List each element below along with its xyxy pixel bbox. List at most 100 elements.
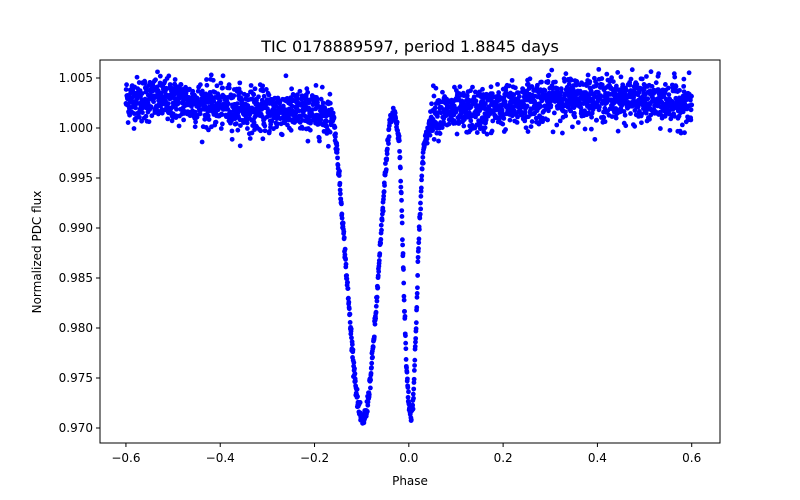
data-point: [334, 143, 340, 148]
data-point: [368, 377, 374, 383]
data-point: [411, 376, 417, 382]
data-point: [379, 227, 384, 233]
data-point: [595, 89, 601, 95]
data-point: [219, 112, 225, 117]
data-point: [689, 102, 695, 108]
data-point: [635, 104, 641, 110]
data-point: [672, 74, 678, 80]
data-point: [262, 123, 268, 129]
data-point: [601, 115, 607, 120]
data-point: [194, 114, 200, 120]
data-point: [368, 370, 374, 376]
data-point: [247, 136, 253, 141]
data-point: [418, 200, 423, 206]
data-point: [688, 97, 693, 103]
data-point: [568, 108, 574, 114]
data-point: [468, 88, 473, 94]
data-point: [649, 83, 655, 89]
y-tick-label: 1.000: [59, 121, 93, 135]
data-point: [506, 83, 512, 89]
data-point: [218, 126, 224, 131]
data-point: [482, 125, 488, 131]
data-point: [516, 94, 522, 99]
data-point: [412, 344, 418, 349]
data-point: [314, 96, 320, 102]
data-point: [204, 82, 210, 88]
data-point: [516, 90, 521, 96]
data-point: [416, 227, 422, 232]
data-point: [318, 96, 324, 102]
x-tick-label: −0.2: [300, 451, 329, 465]
data-point: [599, 82, 605, 88]
y-tick-label: 1.005: [59, 71, 93, 85]
data-point: [280, 103, 286, 109]
data-point: [368, 385, 373, 391]
data-point: [351, 360, 357, 366]
data-point: [546, 108, 551, 114]
data-point: [366, 392, 372, 397]
data-point: [317, 138, 322, 144]
y-tick-label: 0.970: [59, 421, 93, 435]
data-point: [399, 214, 405, 219]
data-point: [197, 82, 203, 88]
data-point: [548, 103, 554, 108]
data-point: [206, 127, 211, 133]
data-point: [480, 86, 485, 92]
data-point: [477, 122, 483, 128]
data-point: [375, 285, 381, 291]
data-point: [411, 386, 417, 392]
data-point: [149, 113, 155, 119]
data-point: [210, 77, 216, 83]
data-point: [403, 357, 409, 362]
data-point: [679, 122, 685, 128]
data-point: [384, 146, 390, 152]
data-point: [336, 173, 342, 178]
data-point: [279, 132, 285, 138]
data-point: [218, 80, 224, 86]
data-point: [594, 81, 600, 87]
data-point: [157, 80, 163, 86]
data-point: [329, 107, 334, 112]
data-point: [596, 66, 602, 72]
data-point: [315, 100, 320, 105]
data-point: [238, 123, 243, 128]
data-point: [398, 190, 404, 196]
data-point: [260, 83, 266, 89]
data-point: [436, 138, 441, 144]
data-point: [244, 120, 250, 126]
data-point: [524, 103, 530, 109]
data-point: [615, 70, 621, 75]
data-point: [339, 211, 345, 217]
data-point: [349, 335, 354, 341]
data-point: [146, 119, 152, 125]
data-point: [288, 127, 294, 133]
data-point: [645, 96, 651, 102]
data-point: [386, 134, 392, 140]
data-point: [401, 280, 407, 286]
data-point: [249, 130, 255, 136]
data-point: [261, 93, 267, 99]
data-point: [248, 83, 254, 88]
data-point: [414, 294, 420, 300]
data-point: [644, 74, 649, 79]
data-point: [193, 119, 198, 125]
data-point: [208, 72, 214, 78]
data-point: [377, 251, 383, 257]
data-point: [239, 97, 245, 103]
data-point: [415, 273, 421, 278]
data-point: [400, 251, 406, 256]
data-point: [401, 293, 407, 299]
data-point: [403, 333, 408, 339]
data-point: [400, 237, 405, 243]
data-point: [621, 109, 627, 114]
data-point: [404, 369, 410, 375]
data-point: [672, 113, 677, 119]
data-point: [348, 326, 354, 332]
data-point: [538, 104, 544, 109]
data-point: [405, 385, 411, 390]
data-point: [157, 73, 163, 79]
data-point: [499, 107, 505, 113]
data-point: [572, 114, 578, 120]
data-point: [295, 92, 300, 98]
data-point: [415, 259, 421, 265]
